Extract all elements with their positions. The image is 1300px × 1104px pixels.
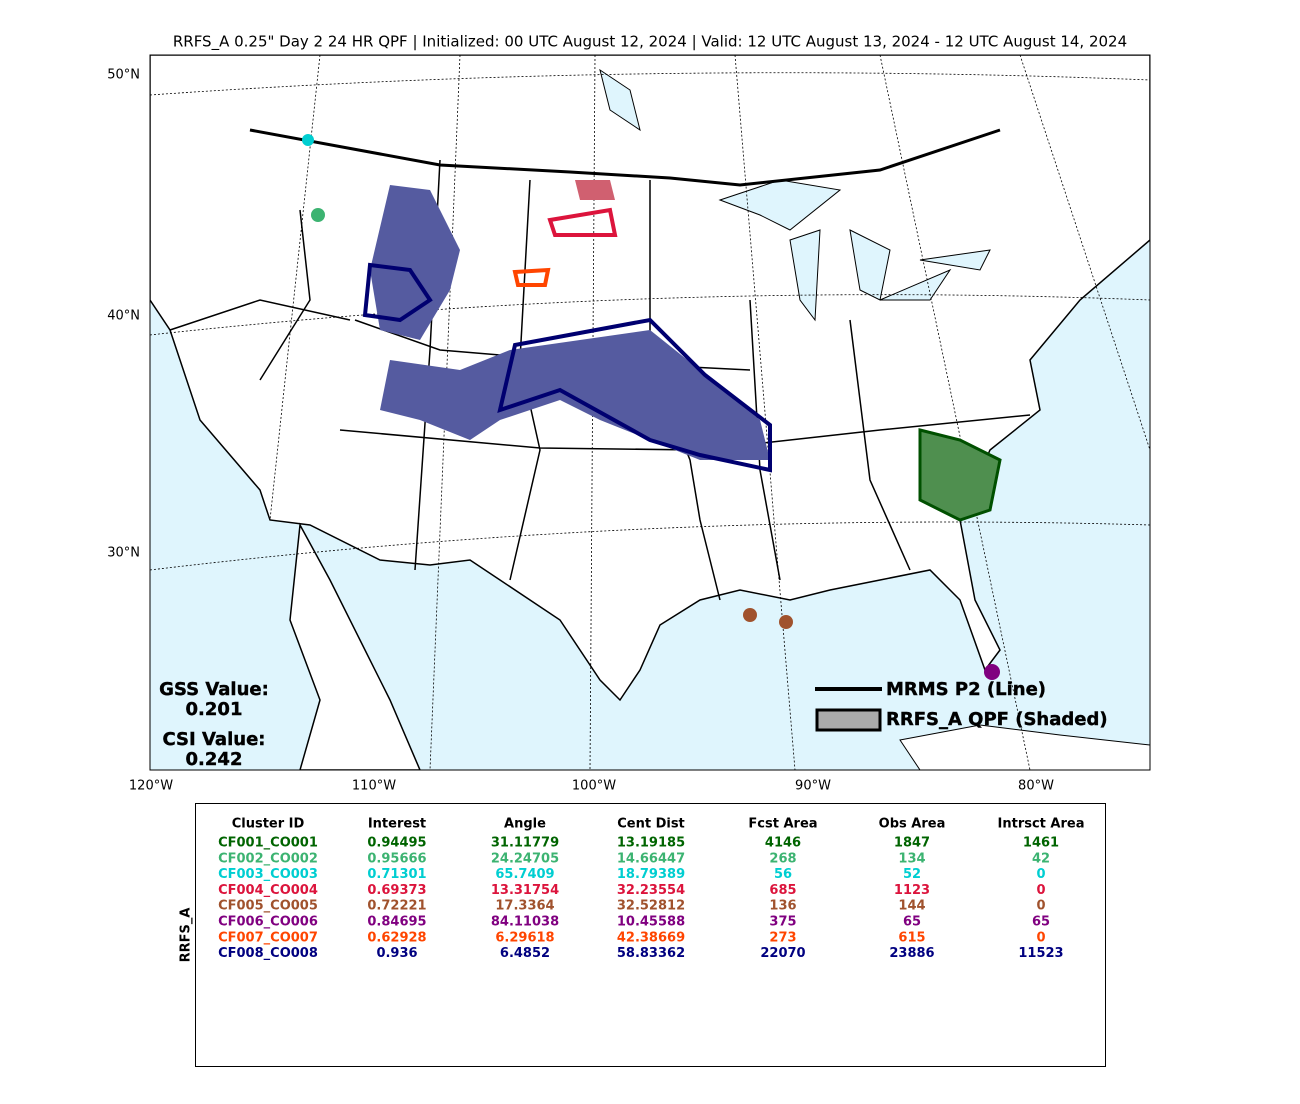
- lon-label: 100°W: [572, 779, 616, 794]
- table-cell: 0.71301: [367, 867, 426, 882]
- column-header: Intrsct Area: [998, 817, 1085, 832]
- table-cell: 0.69373: [367, 883, 426, 898]
- table-cell: 375: [769, 915, 796, 930]
- table-cell: 32.23554: [617, 883, 685, 898]
- lon-label: 120°W: [129, 779, 173, 794]
- table-cell: 6.4852: [500, 946, 550, 961]
- table-cell: 134: [898, 851, 925, 866]
- table-cell: 56: [774, 867, 792, 882]
- table-cell: 11523: [1018, 946, 1063, 961]
- table-cell: 4146: [765, 836, 801, 851]
- table-cell: 13.19185: [617, 836, 685, 851]
- table-cell: 52: [903, 867, 921, 882]
- table-cell: CF007_CO007: [218, 930, 318, 945]
- table-cell: 42: [1032, 851, 1050, 866]
- column-header: Interest: [368, 817, 426, 832]
- table-cell: 13.31754: [491, 883, 559, 898]
- table-cell: 0: [1036, 867, 1045, 882]
- column-header: Fcst Area: [748, 817, 817, 832]
- score-label: GSS Value:: [159, 679, 269, 700]
- table-cell: 0: [1036, 883, 1045, 898]
- table-cell: 23886: [889, 946, 934, 961]
- column-header: Cluster ID: [232, 817, 305, 832]
- table-cell: 0.936: [376, 946, 417, 961]
- title: RRFS_A 0.25" Day 2 24 HR QPF | Initializ…: [173, 33, 1127, 52]
- table-cell: CF003_CO003: [218, 867, 318, 882]
- table-cell: 10.45588: [617, 915, 685, 930]
- lon-label: 110°W: [352, 779, 396, 794]
- table-cell: 17.3364: [495, 899, 554, 914]
- table-cell: 685: [769, 883, 796, 898]
- legend-label: MRMS P2 (Line): [886, 679, 1046, 700]
- table-cell: 65: [903, 915, 921, 930]
- table-cell: 0: [1036, 899, 1045, 914]
- column-header: Obs Area: [879, 817, 946, 832]
- table-cell: CF008_CO008: [218, 946, 318, 961]
- table-cell: 0.62928: [367, 930, 426, 945]
- table-cell: 31.11779: [491, 836, 559, 851]
- lat-label: 40°N: [107, 309, 140, 324]
- lon-label: 90°W: [795, 779, 831, 794]
- table-cell: 136: [769, 899, 796, 914]
- table-cell: 24.24705: [491, 851, 559, 866]
- table-cell: 65.7409: [495, 867, 554, 882]
- table-cell: CF005_CO005: [218, 899, 318, 914]
- score-value: 0.201: [186, 699, 243, 720]
- table-cell: 1461: [1023, 836, 1059, 851]
- table-frame: [195, 803, 1106, 1067]
- table-cell: 273: [769, 930, 796, 945]
- table-cell: CF001_CO001: [218, 836, 318, 851]
- table-cell: 32.52812: [617, 899, 685, 914]
- lon-label: 80°W: [1018, 779, 1054, 794]
- table-cell: 18.79389: [617, 867, 685, 882]
- land-cuba: [899, 724, 1150, 770]
- border: [249, 128, 1001, 187]
- table-cell: 22070: [760, 946, 805, 961]
- table-cell: 268: [769, 851, 796, 866]
- table-cell: 14.66447: [617, 851, 685, 866]
- column-header: Angle: [504, 817, 546, 832]
- table-cell: 58.83362: [617, 946, 685, 961]
- legend-shade-icon: [815, 708, 882, 732]
- table-cell: 0.72221: [367, 899, 426, 914]
- table-cell: 42.38669: [617, 930, 685, 945]
- table-cell: 65: [1032, 915, 1050, 930]
- map-frame: [149, 54, 1151, 771]
- table-cell: 144: [898, 899, 925, 914]
- score-value: 0.242: [186, 749, 243, 770]
- qpf-areas: [302, 134, 1002, 680]
- table-cell: CF002_CO002: [218, 851, 318, 866]
- lat-label: 50°N: [107, 68, 140, 83]
- table-side-label: RRFS_A: [179, 908, 194, 963]
- table-cell: 615: [898, 930, 925, 945]
- table-cell: 0.95666: [367, 851, 426, 866]
- table-cell: 84.11038: [491, 915, 559, 930]
- score-label: CSI Value:: [163, 729, 266, 750]
- table-cell: 0: [1036, 930, 1045, 945]
- column-header: Cent Dist: [617, 817, 685, 832]
- table-cell: 0.84695: [367, 915, 426, 930]
- table-cell: 1847: [894, 836, 930, 851]
- table-cell: 6.29618: [495, 930, 554, 945]
- legend-label: RRFS_A QPF (Shaded): [886, 709, 1108, 730]
- table-cell: CF004_CO004: [218, 883, 318, 898]
- lat-label: 30°N: [107, 546, 140, 561]
- lakes: [599, 68, 991, 322]
- table-cell: 1123: [894, 883, 930, 898]
- table-cell: CF006_CO006: [218, 915, 318, 930]
- table-cell: 0.94495: [367, 836, 426, 851]
- map: MRMS P2 (Line) RRFS_A QPF (Shaded): [149, 54, 1151, 771]
